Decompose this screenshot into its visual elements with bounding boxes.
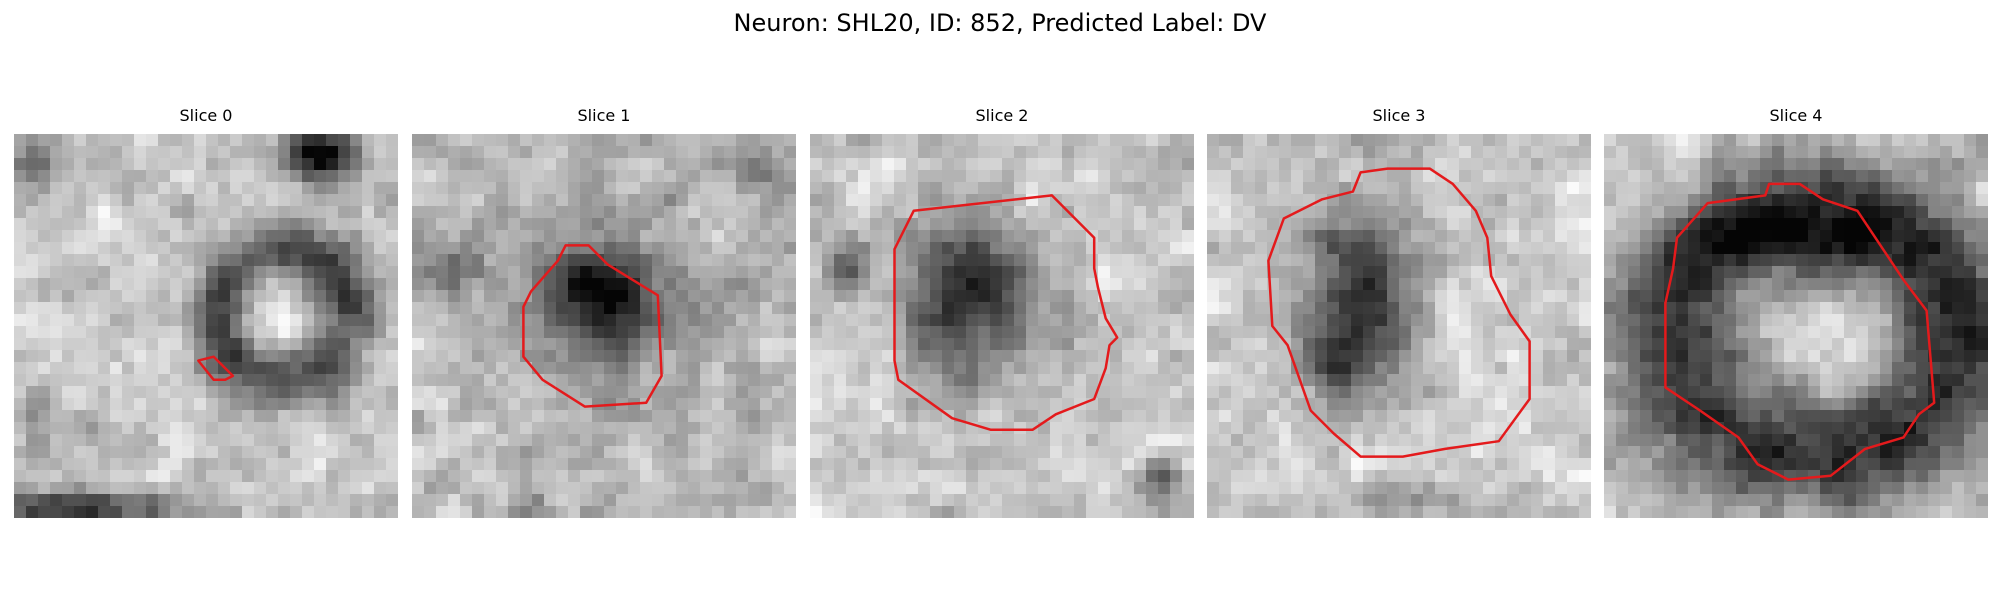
- slice-1-image: [412, 134, 796, 518]
- slice-2-title: Slice 2: [975, 106, 1029, 125]
- pixel-grid: [14, 134, 398, 518]
- pixel-grid: [1604, 134, 1988, 518]
- segmentation-contour: [893, 194, 1119, 431]
- slice-2-image: [810, 134, 1194, 518]
- pixel-grid: [412, 134, 796, 518]
- slice-4-image: [1604, 134, 1988, 518]
- segmentation-contour: [1267, 167, 1531, 458]
- slice-panel-0: Slice 0: [14, 106, 398, 518]
- slice-panel-2: Slice 2: [810, 106, 1194, 518]
- segmentation-contour: [1664, 182, 1936, 481]
- segmentation-contour: [197, 355, 235, 382]
- slice-panel-3: Slice 3: [1207, 106, 1591, 518]
- slice-3-image: [1207, 134, 1591, 518]
- slice-panel-1: Slice 1: [412, 106, 796, 518]
- slice-0-title: Slice 0: [179, 106, 233, 125]
- figure-title: Neuron: SHL20, ID: 852, Predicted Label:…: [733, 9, 1267, 37]
- slice-1-title: Slice 1: [577, 106, 631, 125]
- slice-3-title: Slice 3: [1372, 106, 1426, 125]
- slice-0-image: [14, 134, 398, 518]
- pixel-grid: [1207, 134, 1591, 518]
- slice-panel-4: Slice 4: [1604, 106, 1988, 518]
- slice-4-title: Slice 4: [1769, 106, 1823, 125]
- segmentation-contour: [522, 244, 663, 408]
- pixel-grid: [810, 134, 1194, 518]
